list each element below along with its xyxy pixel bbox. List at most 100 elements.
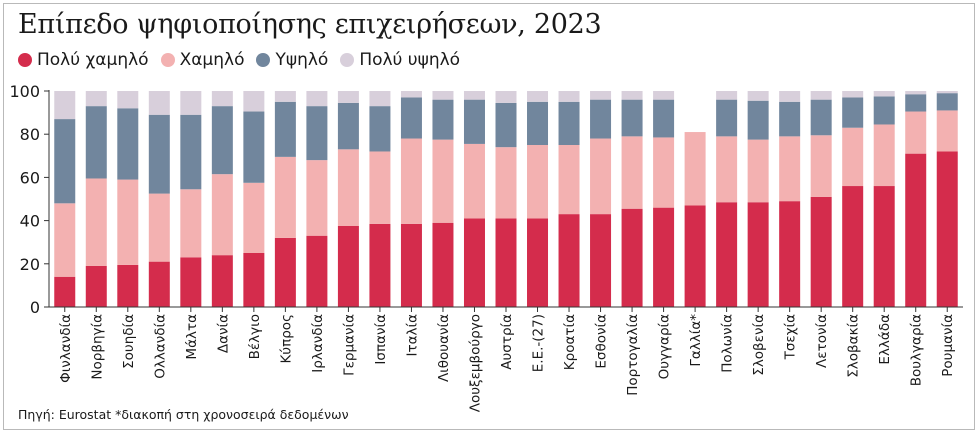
bar-segment	[54, 91, 76, 120]
x-tick-label: Σουηδία	[121, 314, 137, 369]
y-tick-label: 60	[20, 168, 40, 187]
bar-segment	[495, 218, 517, 307]
bar-segment	[747, 202, 769, 307]
legend-swatch	[256, 53, 271, 67]
x-tick-label: Εσθονία	[594, 314, 610, 369]
bar-segment	[463, 218, 485, 307]
bar-segment	[653, 207, 675, 307]
bar-segment	[936, 110, 958, 152]
bar-segment	[936, 93, 958, 111]
x-tick-label: Ιταλία	[404, 314, 420, 357]
x-tick-label: Ισπανία	[373, 314, 389, 365]
bar-segment	[527, 91, 549, 102]
bar-segment	[810, 196, 832, 307]
bar-segment	[432, 99, 454, 140]
bar-segment	[747, 139, 769, 203]
bar-segment	[148, 193, 170, 262]
bar-segment	[54, 203, 76, 277]
x-tick-label: Λιθουανία	[436, 314, 452, 382]
bar-segment	[85, 106, 107, 179]
bar-segment	[810, 135, 832, 197]
legend-item-high: Υψηλό	[256, 50, 328, 70]
y-tick-label: 100	[9, 82, 40, 101]
bar-segment	[747, 100, 769, 140]
bar-segment	[779, 201, 801, 307]
bar-segment	[211, 174, 233, 256]
bar-segment	[274, 91, 296, 102]
bar-segment	[621, 99, 643, 137]
bar-segment	[873, 91, 895, 97]
bar-segment	[873, 96, 895, 125]
bar-segment	[180, 91, 202, 115]
legend-item-very-low: Πολύ χαμηλό	[18, 50, 149, 70]
x-tick-label: Σλοβακία	[846, 314, 862, 378]
bar-segment	[306, 106, 328, 161]
bar-segment	[463, 99, 485, 144]
y-tick-label: 0	[30, 298, 40, 317]
legend-label: Πολύ χαμηλό	[37, 50, 149, 70]
bar-segment	[400, 138, 422, 224]
bar-segment	[495, 147, 517, 219]
bar-segment	[369, 223, 391, 307]
x-tick-label: Νορβηγία	[89, 314, 105, 380]
x-tick-label: Λετονία	[814, 314, 830, 368]
bar-segment	[243, 111, 265, 183]
bar-segment	[590, 138, 612, 215]
bar-segment	[810, 99, 832, 136]
bar-segment	[117, 91, 139, 109]
bar-segment	[211, 91, 233, 107]
bar-segment	[463, 91, 485, 100]
bar-segment	[369, 106, 391, 152]
bar-segment	[211, 255, 233, 307]
bar-segment	[117, 264, 139, 307]
bar-segment	[936, 91, 958, 94]
bar-segment	[369, 91, 391, 107]
x-tick-label: Κύπρος	[278, 314, 294, 364]
x-tick-label: Πολωνία	[720, 314, 736, 373]
bar-segment	[621, 208, 643, 307]
legend-label: Πολύ υψηλό	[359, 50, 461, 70]
bar-segment	[274, 101, 296, 157]
bar-segment	[337, 102, 359, 150]
bar-segment	[369, 151, 391, 224]
x-tick-label: Βουλγαρία	[909, 314, 925, 386]
y-tick-label: 20	[20, 255, 40, 274]
y-tick-label: 40	[20, 212, 40, 231]
y-tick-label: 80	[20, 125, 40, 144]
x-tick-label: Κροατία	[562, 314, 578, 370]
bar-segment	[117, 108, 139, 180]
bar-segment	[180, 189, 202, 258]
bar-segment	[873, 124, 895, 187]
bar-segment	[243, 182, 265, 253]
bar-segment	[274, 156, 296, 238]
bar-segment	[337, 91, 359, 103]
bar-segment	[432, 139, 454, 223]
bar-segment	[653, 99, 675, 138]
bar-segment	[684, 205, 706, 307]
bar-segment	[905, 91, 927, 95]
x-tick-label: Πορτογαλία	[625, 314, 641, 396]
chart-title: Επίπεδο ψηφιοποίησης επιχειρήσεων, 2023	[18, 9, 602, 40]
bar-segment	[274, 237, 296, 307]
bar-segment	[590, 214, 612, 307]
bar-segment	[527, 101, 549, 145]
bar-segment	[842, 127, 864, 187]
bar-segment	[85, 265, 107, 307]
bar-segment	[779, 91, 801, 102]
legend-label: Υψηλό	[275, 50, 329, 70]
bar-segment	[180, 257, 202, 307]
x-tick-label: Ουγγαρία	[657, 314, 673, 379]
bar-segment	[117, 179, 139, 265]
bar-segment	[779, 136, 801, 202]
x-tick-label: Γαλλία*	[688, 314, 704, 367]
bar-segment	[495, 102, 517, 148]
legend-label: Χαμηλό	[179, 50, 245, 70]
bar-segment	[842, 91, 864, 98]
bar-segment	[527, 218, 549, 307]
bar-segment	[148, 114, 170, 194]
bar-segment	[558, 214, 580, 307]
x-tick-label: Λουξεμβούργο	[467, 314, 483, 412]
bar-segment	[463, 143, 485, 219]
bar-segment	[716, 99, 738, 137]
bar-segment	[54, 119, 76, 204]
